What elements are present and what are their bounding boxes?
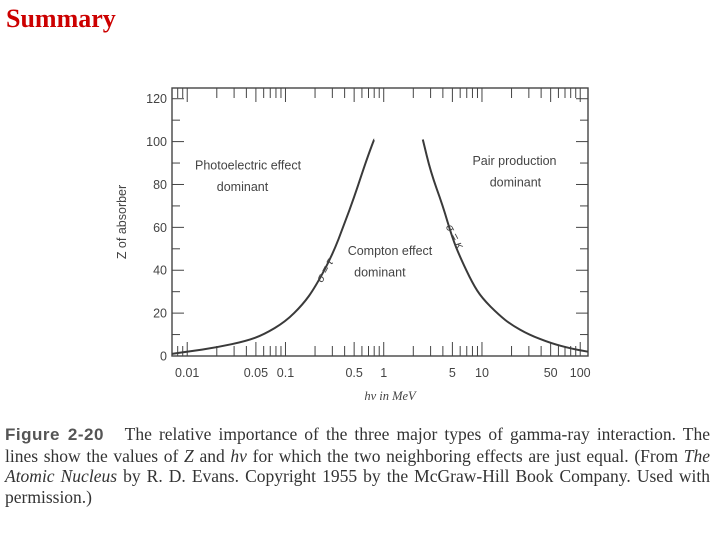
y-tick-label: 40 — [153, 264, 167, 278]
annotation-3: Pair production — [472, 154, 556, 168]
x-tick-label: 5 — [449, 366, 456, 380]
annotation-2: dominant — [217, 180, 269, 194]
x-tick-label: 0.5 — [345, 366, 362, 380]
y-axis-label: Z of absorber — [115, 185, 129, 259]
caption-book-title: The Atomic Nucleus — [5, 445, 711, 487]
figure-caption: Figure 2-20 The relative importance of t… — [5, 424, 710, 507]
annotation-1: Photoelectric effect — [195, 158, 302, 172]
annotation-8: σ = κ — [443, 222, 466, 252]
x-tick-label: 100 — [570, 366, 591, 380]
chart: 0.01 0.05 0.1 0.5 1 5 10 50 100 0 20 40 60 80 100 120 hν… — [115, 87, 591, 403]
annotation-6: dominant — [354, 266, 406, 280]
plot-frame — [171, 87, 589, 357]
caption-text-1: The relative importance of the three maj… — [5, 424, 710, 466]
x-tick-label: 1 — [380, 366, 387, 380]
x-tick-label: 50 — [544, 366, 558, 380]
y-tick-label: 100 — [146, 135, 167, 149]
slide-title: Summary — [6, 4, 116, 33]
x-tick-label: 10 — [475, 366, 489, 380]
y-tick-label: 60 — [153, 221, 167, 235]
caption-hv-symbol: hν — [230, 445, 247, 466]
annotation-4: dominant — [490, 176, 542, 190]
y-tick-label: 20 — [153, 307, 167, 321]
x-axis-label: hν in MeV — [364, 389, 417, 403]
annotation-5: Compton effect — [348, 244, 433, 258]
y-tick-label: 80 — [153, 178, 167, 192]
figure-label: Figure 2-20 — [5, 425, 104, 444]
x-tick-label: 0.1 — [277, 366, 294, 380]
y-tick-label: 0 — [160, 350, 167, 364]
caption-text-4: by R. D. Evans. Copyright 1955 by the Mc… — [5, 466, 710, 507]
series-line-2 — [421, 139, 589, 353]
annotation-7: σ = τ — [314, 257, 336, 285]
caption-z-symbol: Z — [184, 445, 194, 466]
x-tick-label: 0.01 — [175, 366, 199, 380]
series-line-1 — [171, 138, 376, 355]
x-tick-label: 0.05 — [244, 366, 268, 380]
y-tick-label: 120 — [146, 92, 167, 106]
caption-text-2: and — [199, 445, 231, 466]
caption-text-3: for which the two neighboring effects ar… — [252, 445, 684, 466]
